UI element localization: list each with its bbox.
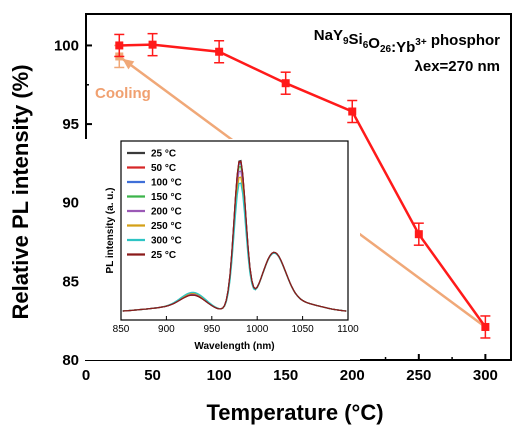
inset-x-tick-label: 1050 bbox=[291, 324, 314, 335]
inset-legend-label: 25 °C bbox=[151, 250, 176, 261]
x-tick-label: 50 bbox=[144, 367, 161, 384]
heating-point bbox=[481, 322, 490, 331]
inset-x-tick-label: 1100 bbox=[337, 324, 359, 335]
x-tick-label: 250 bbox=[406, 367, 431, 384]
y-tick-label: 90 bbox=[62, 195, 79, 212]
cooling-label: Cooling bbox=[95, 85, 151, 102]
inset-legend-label: 300 °C bbox=[151, 236, 182, 247]
inset-chart: 850 900 950 1000 1050 1100 Wavelength (nm) PL i… bbox=[85, 139, 360, 360]
inset-x-tick-label: 900 bbox=[158, 324, 175, 335]
inset-x-tick-label: 850 bbox=[113, 324, 130, 335]
y-tick-label: 80 bbox=[62, 352, 79, 369]
inset-legend-label: 200 °C bbox=[151, 207, 182, 218]
inset-legend-label: 250 °C bbox=[151, 221, 182, 232]
inset-x-tick-label: 1000 bbox=[246, 324, 269, 335]
inset-legend-label: 150 °C bbox=[151, 192, 182, 203]
inset-legend-label: 100 °C bbox=[151, 178, 182, 189]
inset-background bbox=[85, 139, 360, 360]
heating-point bbox=[348, 107, 357, 116]
y-axis-title: Relative PL intensity (%) bbox=[8, 64, 33, 319]
inset-spectrum-line bbox=[122, 160, 347, 312]
heating-point bbox=[115, 41, 124, 50]
inset-legend-label: 50 °C bbox=[151, 163, 176, 174]
heating-point bbox=[281, 79, 290, 88]
x-tick-label: 0 bbox=[82, 367, 90, 384]
y-tick-label: 100 bbox=[54, 37, 79, 54]
inset-y-axis-title: PL intensity (a. u.) bbox=[105, 188, 116, 274]
excitation-annotation: λex=270 nm bbox=[415, 58, 500, 75]
x-tick-label: 200 bbox=[340, 367, 365, 384]
heating-point bbox=[414, 230, 423, 239]
x-tick-label: 300 bbox=[473, 367, 498, 384]
inset-legend-label: 25 °C bbox=[151, 149, 176, 160]
y-tick-label: 85 bbox=[62, 273, 79, 290]
heating-point bbox=[215, 47, 224, 56]
compound-annotation: NaY9Si6O26:Yb3+ phosphor bbox=[314, 27, 500, 56]
x-axis-title: Temperature (°C) bbox=[206, 400, 383, 425]
inset-x-axis-title: Wavelength (nm) bbox=[194, 341, 274, 352]
x-tick-label: 150 bbox=[273, 367, 298, 384]
x-tick-label: 100 bbox=[207, 367, 232, 384]
y-tick-label: 95 bbox=[62, 116, 79, 133]
main-data bbox=[114, 32, 491, 339]
inset-frame bbox=[120, 140, 349, 321]
heating-point bbox=[148, 40, 157, 49]
inset-x-tick-label: 950 bbox=[203, 324, 220, 335]
cooling-arrowhead bbox=[122, 58, 135, 70]
